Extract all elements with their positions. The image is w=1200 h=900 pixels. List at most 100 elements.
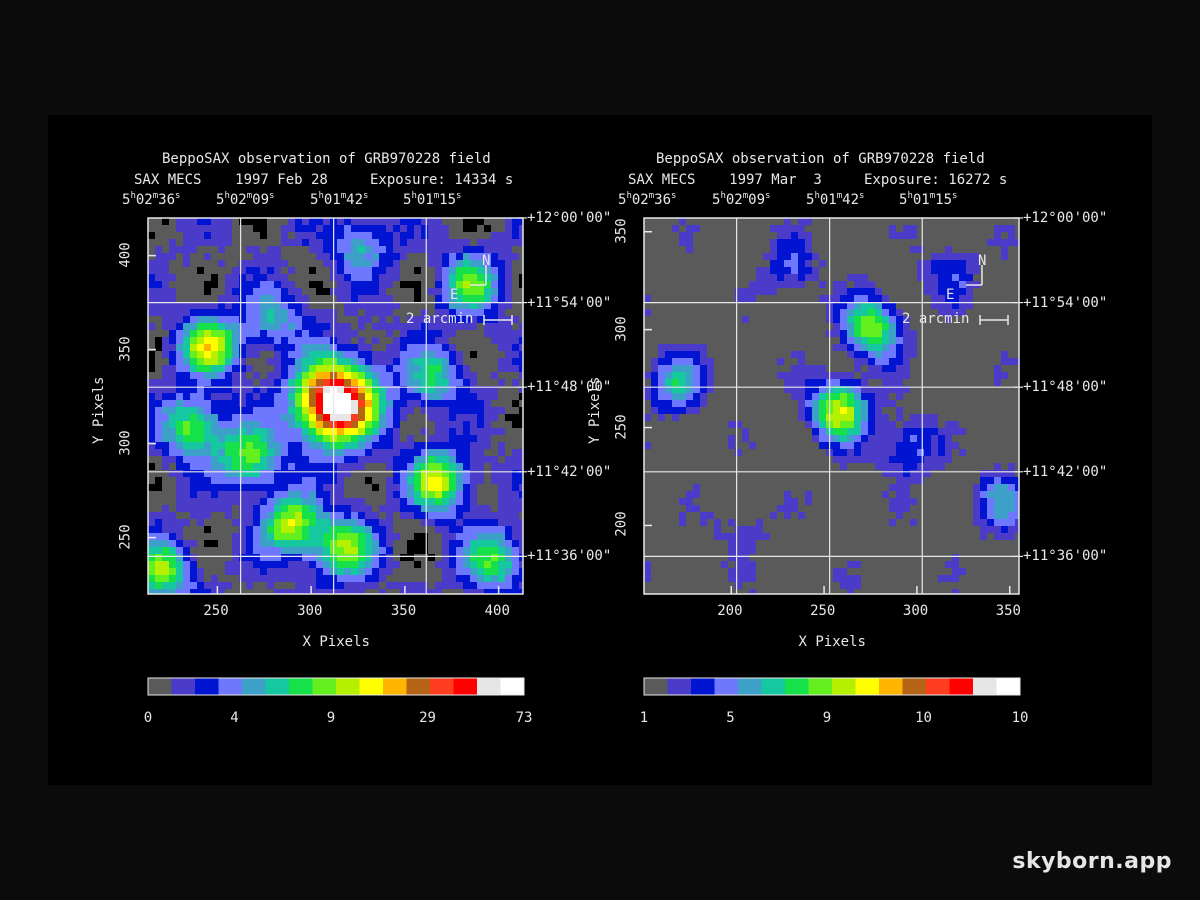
heatmap-cell (274, 281, 281, 288)
heatmap-cell (302, 449, 309, 456)
heatmap-cell (812, 323, 819, 330)
heatmap-cell (658, 274, 665, 281)
heatmap-cell (232, 575, 239, 582)
heatmap-cell (735, 295, 742, 302)
heatmap-cell (442, 393, 449, 400)
heatmap-cell (784, 260, 791, 267)
heatmap-cell (337, 533, 344, 540)
heatmap-cell (204, 246, 211, 253)
heatmap-cell (421, 295, 428, 302)
heatmap-cell (365, 428, 372, 435)
heatmap-cell (1001, 372, 1008, 379)
ra-value: 01 (323, 192, 341, 208)
heatmap-cell (665, 288, 672, 295)
heatmap-cell (365, 302, 372, 309)
heatmap-cell (938, 344, 945, 351)
heatmap-cell (833, 365, 840, 372)
heatmap-cell (952, 239, 959, 246)
heatmap-cell (351, 351, 358, 358)
heatmap-cell (183, 540, 190, 547)
heatmap-cell (938, 309, 945, 316)
heatmap-cell (896, 365, 903, 372)
heatmap-cell (679, 365, 686, 372)
heatmap-cell (309, 316, 316, 323)
heatmap-cell (211, 484, 218, 491)
heatmap-cell (833, 358, 840, 365)
heatmap-cell (763, 435, 770, 442)
heatmap-cell (728, 274, 735, 281)
heatmap-cell (302, 260, 309, 267)
heatmap-cell (938, 351, 945, 358)
heatmap-cell (148, 344, 155, 351)
heatmap-cell (784, 449, 791, 456)
heatmap-cell (980, 239, 987, 246)
heatmap-cell (784, 372, 791, 379)
heatmap-cell (155, 421, 162, 428)
heatmap-cell (246, 351, 253, 358)
heatmap-cell (372, 526, 379, 533)
heatmap-cell (365, 547, 372, 554)
heatmap-cell (805, 358, 812, 365)
heatmap-cell (770, 302, 777, 309)
colorbar-swatch (359, 678, 384, 695)
heatmap-cell (190, 225, 197, 232)
heatmap-cell (519, 498, 523, 505)
heatmap-cell (1015, 344, 1019, 351)
heatmap-cell (148, 302, 155, 309)
heatmap-cell (393, 400, 400, 407)
heatmap-cell (875, 295, 882, 302)
heatmap-cell (260, 554, 267, 561)
heatmap-cell (218, 498, 225, 505)
heatmap-cell (246, 414, 253, 421)
heatmap-cell (798, 456, 805, 463)
heatmap-cell (470, 435, 477, 442)
heatmap-cell (190, 372, 197, 379)
heatmap-cell (987, 365, 994, 372)
heatmap-cell (791, 323, 798, 330)
heatmap-cell (323, 330, 330, 337)
heatmap-cell (169, 547, 176, 554)
heatmap-cell (239, 358, 246, 365)
heatmap-cell (952, 463, 959, 470)
heatmap-cell (456, 414, 463, 421)
heatmap-cell (854, 302, 861, 309)
heatmap-cell (861, 253, 868, 260)
heatmap-cell (155, 386, 162, 393)
heatmap-cell (225, 295, 232, 302)
heatmap-cell (190, 260, 197, 267)
heatmap-cell (868, 400, 875, 407)
heatmap-cell (253, 309, 260, 316)
heatmap-cell (302, 351, 309, 358)
heatmap-cell (155, 267, 162, 274)
heatmap-cell (840, 309, 847, 316)
heatmap-cell (931, 274, 938, 281)
heatmap-cell (491, 526, 498, 533)
heatmap-cell (952, 330, 959, 337)
heatmap-cell (365, 568, 372, 575)
heatmap-cell (875, 442, 882, 449)
heatmap-cell (470, 351, 477, 358)
heatmap-cell (169, 407, 176, 414)
heatmap-cell (302, 533, 309, 540)
heatmap-cell (225, 582, 232, 589)
heatmap-cell (316, 477, 323, 484)
heatmap-cell (225, 589, 232, 594)
heatmap-cell (253, 295, 260, 302)
heatmap-cell (791, 246, 798, 253)
heatmap-cell (400, 477, 407, 484)
heatmap-cell (924, 386, 931, 393)
heatmap-cell (798, 316, 805, 323)
heatmap-cell (344, 309, 351, 316)
heatmap-cell (847, 281, 854, 288)
heatmap-cell (414, 582, 421, 589)
heatmap-cell (351, 526, 358, 533)
heatmap-cell (155, 491, 162, 498)
heatmap-cell (463, 505, 470, 512)
heatmap-cell (777, 253, 784, 260)
heatmap-cell (938, 330, 945, 337)
heatmap-cell (1015, 323, 1019, 330)
heatmap-cell (323, 456, 330, 463)
heatmap-cell (295, 358, 302, 365)
heatmap-cell (1008, 435, 1015, 442)
heatmap-cell (288, 484, 295, 491)
